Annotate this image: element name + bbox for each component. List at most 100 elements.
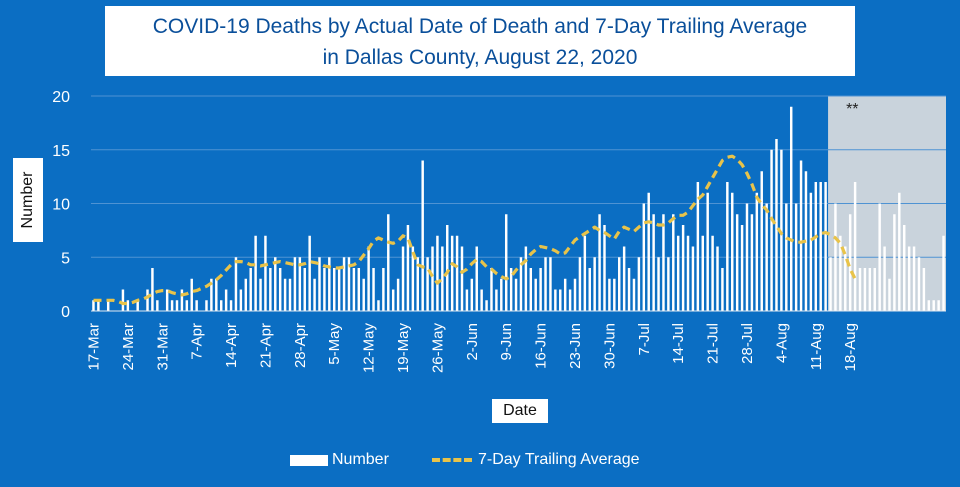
bar bbox=[588, 268, 591, 311]
bar bbox=[848, 214, 852, 311]
bar bbox=[573, 278, 577, 311]
x-tick-label: 5-May bbox=[326, 323, 343, 365]
x-tick-label: 30-Jun bbox=[601, 323, 618, 369]
bar bbox=[726, 182, 729, 311]
bar bbox=[352, 268, 356, 311]
bar bbox=[770, 149, 773, 311]
bar bbox=[603, 225, 606, 311]
bar bbox=[446, 225, 449, 311]
bar bbox=[735, 214, 739, 311]
bar bbox=[210, 278, 213, 311]
bar bbox=[618, 257, 621, 311]
bar bbox=[323, 268, 326, 311]
bar bbox=[239, 289, 243, 311]
bar bbox=[785, 203, 788, 311]
bar bbox=[824, 182, 827, 311]
bar bbox=[460, 246, 464, 311]
bar bbox=[701, 235, 704, 311]
bar bbox=[485, 300, 488, 311]
bar bbox=[917, 257, 921, 311]
x-tick-label: 31-Mar bbox=[154, 323, 171, 371]
bar bbox=[106, 300, 110, 311]
bar bbox=[809, 192, 813, 311]
bar bbox=[480, 289, 483, 311]
bar bbox=[676, 235, 680, 311]
bar bbox=[500, 278, 503, 311]
x-tick-label: 26-May bbox=[429, 323, 446, 374]
bar bbox=[907, 246, 911, 311]
y-axis-label-box: Number bbox=[13, 158, 43, 242]
bar bbox=[544, 257, 547, 311]
bar bbox=[396, 278, 400, 311]
bar bbox=[755, 192, 759, 311]
bar bbox=[799, 160, 803, 311]
bar bbox=[873, 268, 876, 311]
bar bbox=[406, 225, 410, 311]
bar bbox=[789, 106, 793, 311]
chart-title: COVID-19 Deaths by Actual Date of Death … bbox=[105, 6, 855, 76]
bar bbox=[509, 268, 513, 311]
bar bbox=[470, 278, 474, 311]
bar bbox=[912, 246, 916, 311]
bar bbox=[92, 300, 95, 311]
bar bbox=[681, 225, 685, 311]
y-tick-label: 0 bbox=[61, 304, 70, 321]
bar bbox=[293, 257, 297, 311]
bar bbox=[642, 203, 646, 311]
x-tick-label: 7-Apr bbox=[189, 323, 206, 360]
bar bbox=[883, 246, 886, 311]
bar bbox=[878, 203, 881, 311]
x-tick-label: 21-Jul bbox=[705, 323, 722, 364]
chart-title-line-2: in Dallas County, August 22, 2020 bbox=[322, 46, 638, 69]
bar bbox=[696, 182, 700, 311]
bar bbox=[672, 214, 675, 311]
bar bbox=[318, 257, 321, 311]
y-tick-label: 15 bbox=[52, 143, 70, 160]
bar bbox=[937, 300, 940, 311]
legend-item-number: Number bbox=[290, 447, 389, 473]
bar bbox=[554, 289, 557, 311]
bar bbox=[529, 268, 533, 311]
bar bbox=[337, 268, 341, 311]
bar bbox=[794, 203, 798, 311]
legend-label-average: 7-Day Trailing Average bbox=[478, 451, 640, 468]
bar bbox=[662, 214, 665, 311]
bar bbox=[372, 268, 375, 311]
bar bbox=[598, 214, 601, 311]
bar bbox=[283, 278, 287, 311]
bar bbox=[244, 278, 248, 311]
bar bbox=[524, 246, 528, 311]
bar bbox=[903, 225, 906, 311]
bar bbox=[647, 192, 650, 311]
x-tick-label: 17-Mar bbox=[85, 323, 102, 371]
x-tick-label: 23-Jun bbox=[567, 323, 584, 369]
shaded-note-label: ** bbox=[846, 101, 858, 118]
bar bbox=[539, 268, 542, 311]
bar bbox=[780, 149, 783, 311]
bar bbox=[765, 203, 768, 311]
bar bbox=[97, 300, 100, 311]
x-tick-label: 4-Aug bbox=[773, 323, 790, 363]
bar bbox=[927, 300, 931, 311]
legend-item-average: 7-Day Trailing Average bbox=[432, 447, 640, 473]
bar bbox=[563, 278, 567, 311]
bar bbox=[377, 300, 380, 311]
bar bbox=[342, 257, 346, 311]
bar bbox=[151, 268, 154, 311]
bar bbox=[416, 257, 419, 311]
bar bbox=[190, 278, 193, 311]
bar bbox=[278, 268, 282, 311]
bar bbox=[165, 289, 169, 311]
x-tick-label: 2-Jun bbox=[464, 323, 481, 361]
bar bbox=[205, 300, 208, 311]
bar bbox=[568, 289, 572, 311]
bar bbox=[578, 257, 582, 311]
bar bbox=[426, 257, 429, 311]
x-tick-label: 16-Jun bbox=[533, 323, 550, 369]
bar bbox=[195, 300, 198, 311]
bar bbox=[853, 182, 857, 311]
bar bbox=[362, 278, 365, 311]
x-tick-label: 28-Jul bbox=[739, 323, 756, 364]
